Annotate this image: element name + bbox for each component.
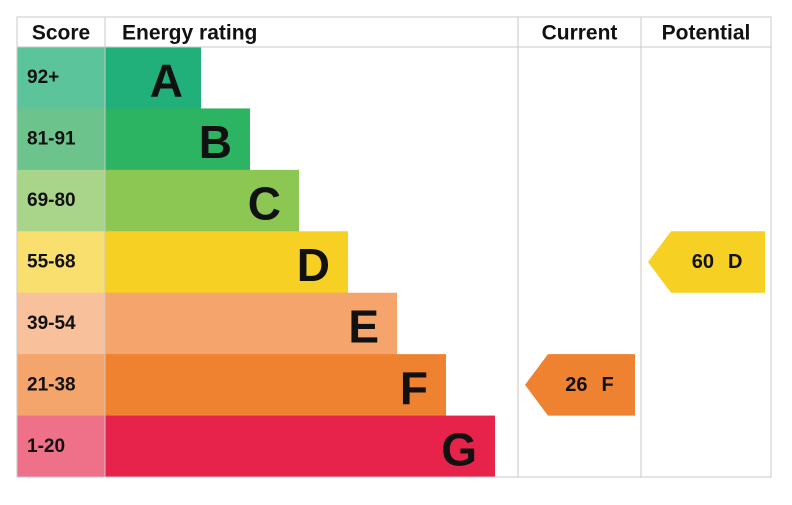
column-header: Current <box>542 22 618 45</box>
rating-bar <box>105 108 250 171</box>
rating-letter: G <box>441 423 477 475</box>
rating-letter: C <box>248 178 281 230</box>
score-cell <box>17 47 105 109</box>
potential-band: D <box>728 251 742 273</box>
potential-arrow <box>648 231 765 293</box>
score-label: 1-20 <box>27 436 65 457</box>
current-value: 26 <box>565 374 587 396</box>
current-arrow <box>525 354 635 416</box>
score-cell <box>17 354 105 417</box>
rating-bar <box>105 354 446 417</box>
rating-letter: D <box>297 239 330 291</box>
rating-letter: B <box>199 116 232 168</box>
current-band: F <box>602 374 614 396</box>
column-header: Potential <box>662 22 751 45</box>
score-label: 69-80 <box>27 190 76 211</box>
rating-bar <box>105 231 348 294</box>
rating-letter: E <box>348 300 379 352</box>
rating-bar <box>105 169 299 232</box>
score-cell <box>17 415 105 478</box>
score-cell <box>17 292 105 355</box>
score-cell <box>17 108 105 171</box>
rating-letter: A <box>150 55 183 107</box>
rating-letter: F <box>400 362 428 414</box>
score-label: 55-68 <box>27 252 76 273</box>
score-cell <box>17 231 105 294</box>
column-header: Score <box>32 22 90 45</box>
column-header: Energy rating <box>122 22 257 45</box>
table-border <box>16 16 772 478</box>
score-cell <box>17 169 105 232</box>
score-label: 39-54 <box>27 313 76 334</box>
score-label: 81-91 <box>27 129 76 150</box>
potential-value: 60 <box>692 251 714 273</box>
score-label: 92+ <box>27 67 59 88</box>
rating-bar <box>105 415 495 478</box>
score-label: 21-38 <box>27 374 76 395</box>
rating-bar <box>105 292 397 355</box>
rating-bar <box>105 47 201 109</box>
